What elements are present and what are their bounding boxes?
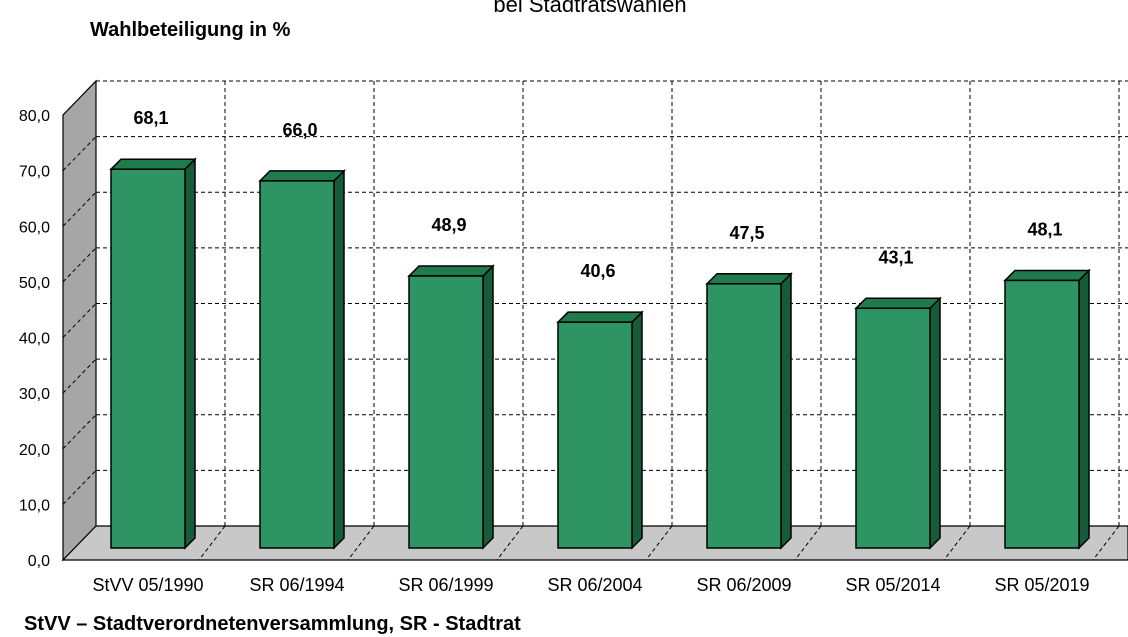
data-label: 68,1 — [133, 108, 168, 128]
gridline-wall — [62, 136, 97, 171]
data-label: 48,9 — [431, 215, 466, 235]
x-category-label: SR 06/2009 — [696, 575, 791, 595]
bar-front — [259, 180, 335, 549]
bars: 68,1 66,0 48,9 40,6 47,5 43,1 48,1 — [109, 108, 1091, 550]
footnote: StVV – Stadtverordnetenversammlung, SR -… — [24, 613, 521, 635]
bar-7 — [1003, 268, 1091, 550]
gridline-wall — [62, 247, 97, 283]
bar-side — [1078, 268, 1090, 550]
y-tick-label: 40,0 — [19, 331, 50, 348]
bar-top — [556, 311, 644, 323]
floor-divider — [198, 525, 226, 561]
bar-front — [1004, 279, 1080, 549]
gridline-wall — [62, 414, 97, 450]
gridline-wall — [62, 470, 97, 505]
gridline-wall — [62, 358, 97, 394]
data-label: 40,6 — [580, 261, 615, 281]
y-axis-ticks: 0,0 10,0 20,0 30,0 40,0 50,0 60,0 70,0 80,0 — [19, 108, 50, 570]
y-tick-label: 80,0 — [19, 108, 50, 125]
bar-side — [333, 169, 345, 550]
y-tick-label: 50,0 — [19, 275, 50, 292]
bar-top — [258, 170, 346, 182]
floor-divider — [1092, 525, 1120, 561]
x-category-label: SR 06/2004 — [547, 575, 642, 595]
bar-front — [110, 168, 186, 549]
bar-side — [482, 264, 494, 550]
bar-side — [184, 157, 196, 550]
bar-top — [705, 273, 793, 285]
bar-top — [1003, 269, 1091, 282]
x-category-label: StVV 05/1990 — [92, 575, 203, 595]
y-tick-label: 20,0 — [19, 442, 50, 459]
bar-side — [631, 310, 643, 550]
x-category-label: SR 06/1999 — [398, 575, 493, 595]
bar-side — [780, 271, 792, 550]
bar-top — [854, 297, 942, 310]
bar-5 — [705, 271, 793, 550]
bar-1 — [109, 157, 197, 550]
floor-divider — [794, 525, 822, 561]
bar-side — [929, 296, 941, 550]
gridline-wall — [62, 191, 97, 227]
y-tick-label: 30,0 — [19, 386, 50, 403]
data-label: 66,0 — [282, 120, 317, 140]
gridline-wall — [62, 80, 97, 116]
y-tick-label: 70,0 — [19, 164, 50, 181]
bar-front — [706, 283, 782, 549]
chart-title: bei Stadtratswahlen — [493, 0, 686, 17]
x-axis-categories: StVV 05/1990 SR 06/1994 SR 06/1999 SR 06/20… — [92, 575, 1089, 595]
bar-front — [855, 307, 931, 549]
bar-3 — [407, 264, 495, 550]
x-category-label: SR 05/2014 — [845, 575, 940, 595]
bar-front — [557, 321, 633, 549]
bar-4 — [556, 310, 644, 550]
data-label: 47,5 — [729, 223, 764, 243]
x-category-label: SR 05/2019 — [994, 575, 1089, 595]
bar-2 — [258, 169, 346, 550]
floor-divider — [347, 525, 375, 561]
bar-top — [407, 265, 495, 277]
y-tick-label: 0,0 — [28, 553, 50, 570]
bar-top — [109, 158, 197, 170]
floor-divider — [496, 525, 524, 561]
x-category-label: SR 06/1994 — [249, 575, 344, 595]
floor-divider — [645, 525, 673, 561]
data-label: 43,1 — [878, 247, 913, 267]
bar-6 — [854, 296, 942, 550]
data-label: 48,1 — [1027, 219, 1062, 239]
y-axis-label: Wahlbeteiligung in % — [90, 19, 291, 41]
bar-front — [408, 275, 484, 549]
y-tick-label: 10,0 — [19, 497, 50, 514]
gridline-wall — [62, 303, 97, 338]
floor-divider — [943, 525, 971, 561]
y-tick-label: 60,0 — [19, 219, 50, 236]
